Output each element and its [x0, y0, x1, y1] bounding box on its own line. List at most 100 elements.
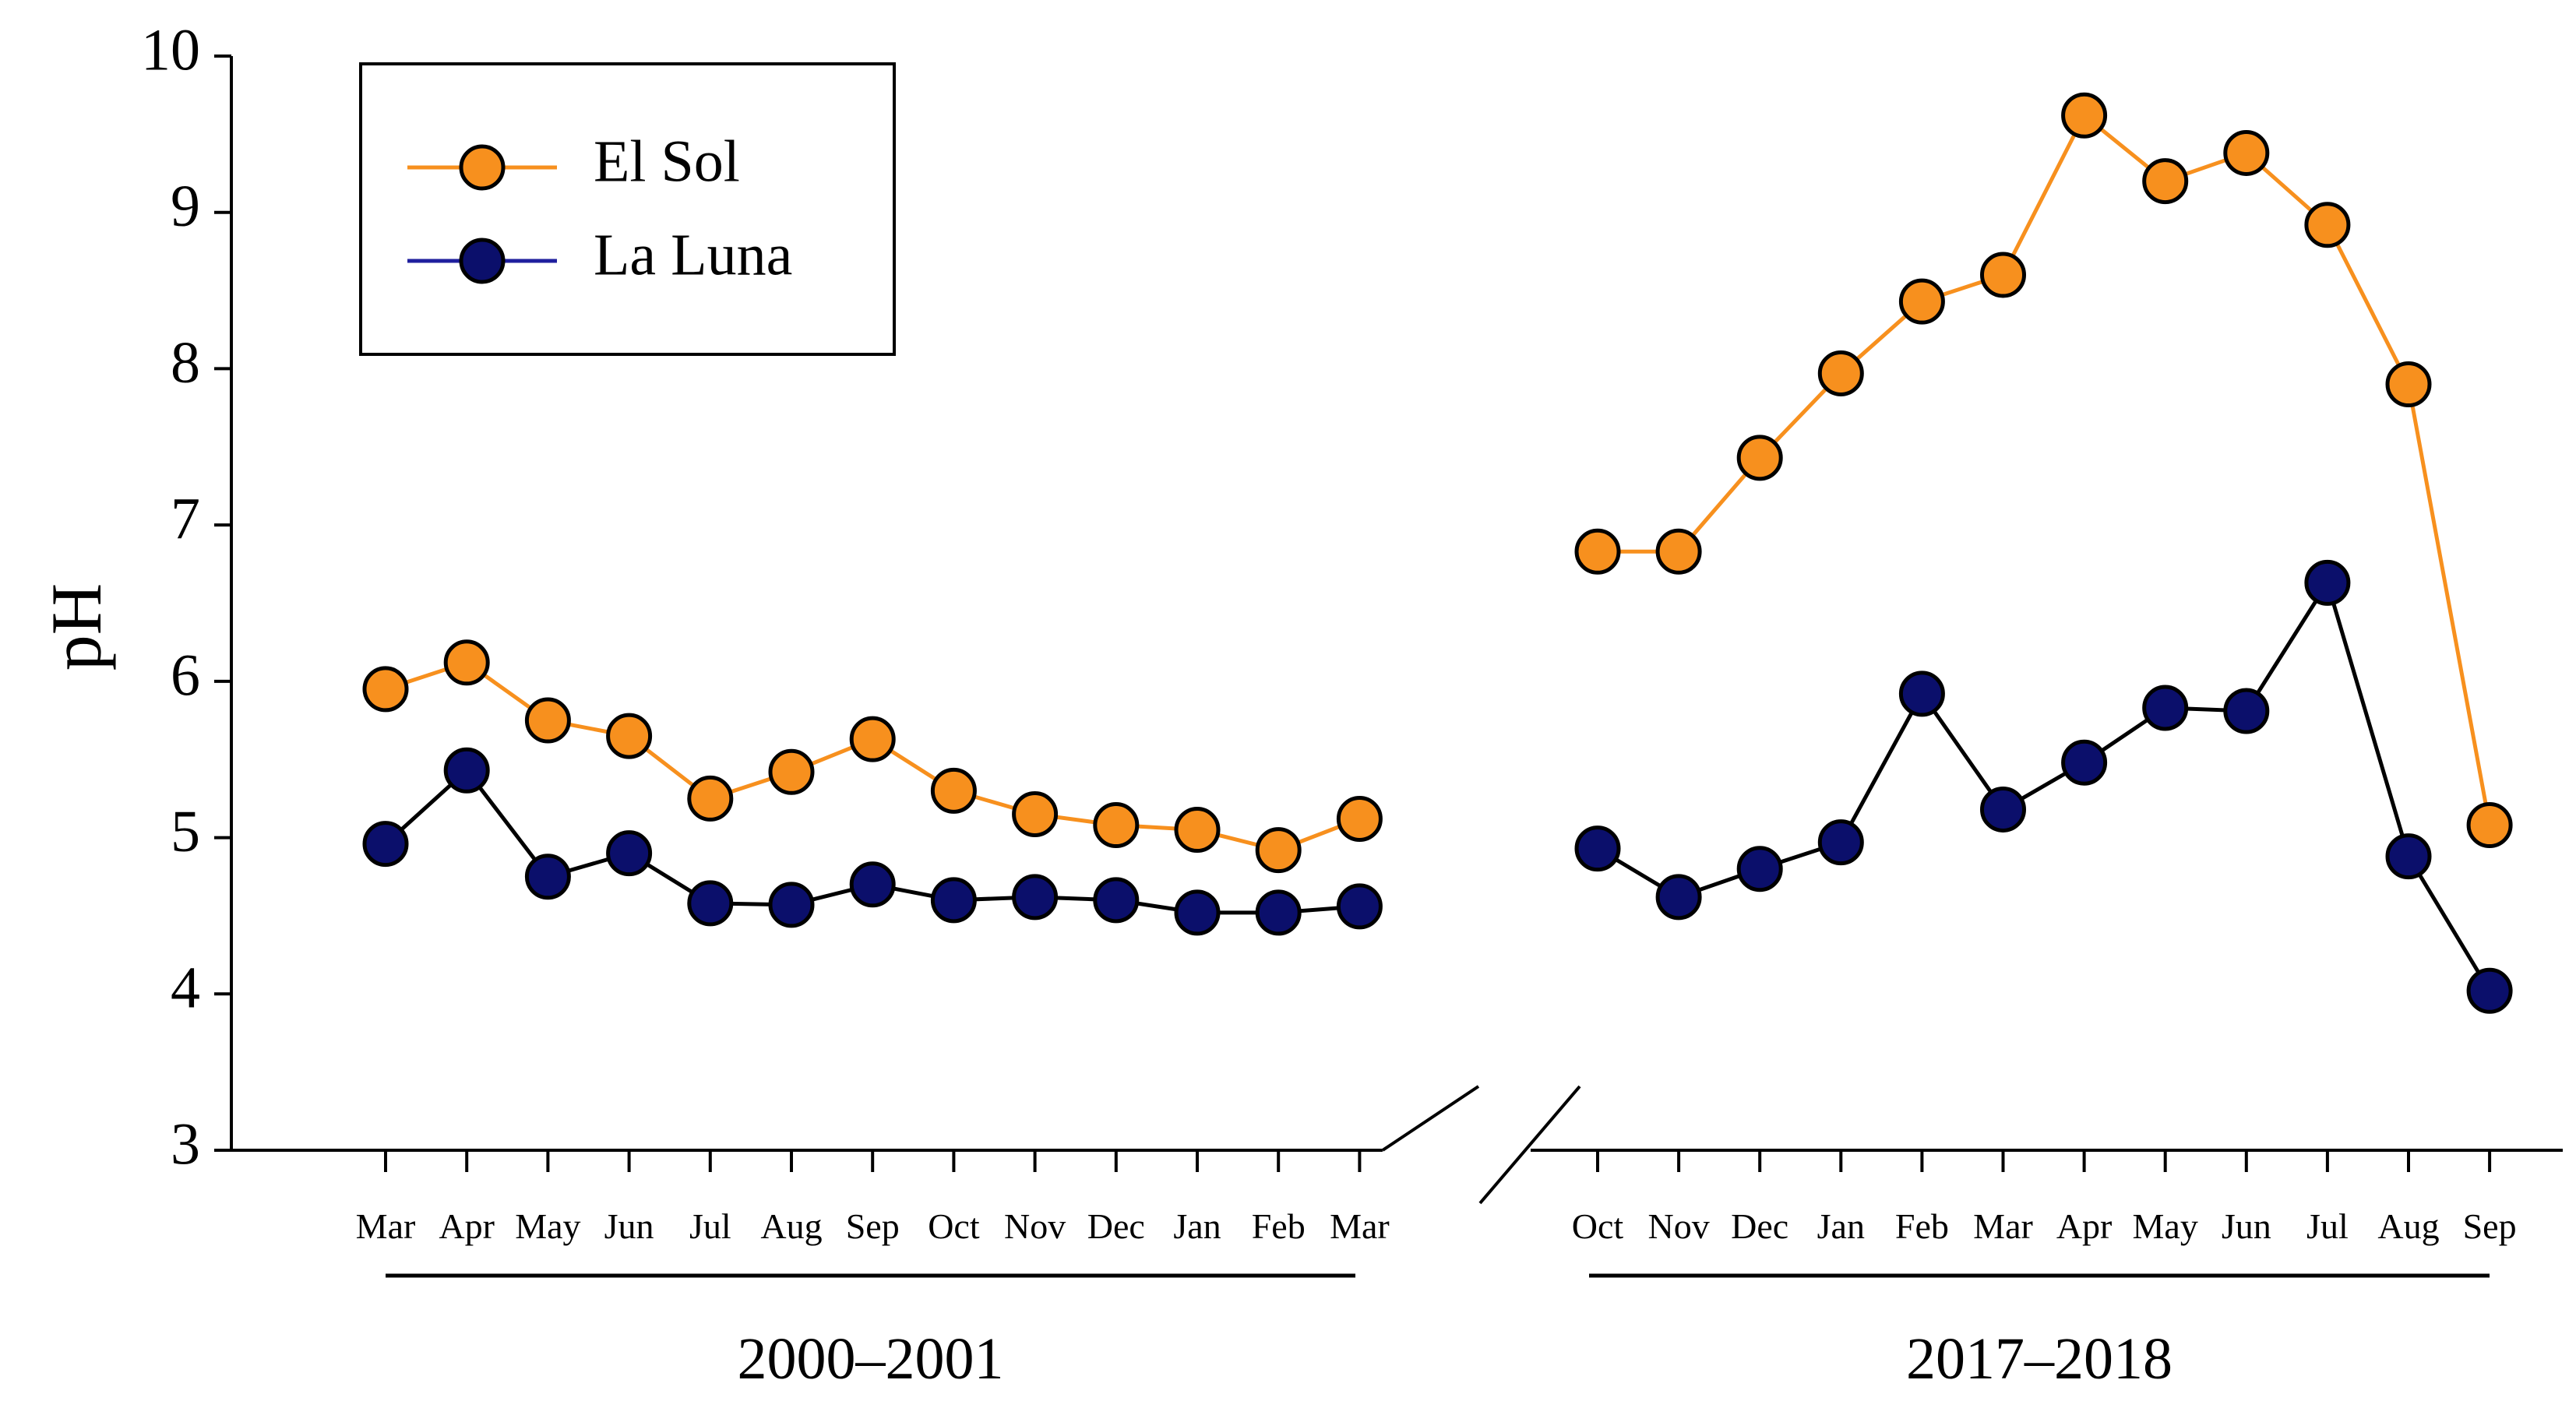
data-point [1093, 877, 1140, 924]
y-tick-label: 6 [171, 642, 200, 708]
data-point [1655, 528, 1702, 575]
data-point [2304, 202, 2351, 248]
x-tick-label: Nov [1647, 1206, 1709, 1246]
x-tick-label: Oct [928, 1206, 980, 1246]
data-point [1093, 802, 1140, 849]
group-label: 2017–2018 [1906, 1326, 2173, 1392]
axes: 3 4 5 6 7 8 9 10 [141, 17, 2563, 1205]
data-point [1174, 889, 1221, 936]
data-point [606, 713, 653, 759]
data-point [2385, 361, 2432, 407]
data-point [1980, 786, 2026, 833]
x-tick-label: May [515, 1206, 580, 1246]
y-tick-label: 3 [171, 1111, 200, 1177]
y-tick-label: 8 [171, 330, 200, 396]
x-tick-label: Sep [846, 1206, 900, 1246]
data-point [1817, 819, 1864, 866]
data-point [1255, 827, 1302, 874]
data-point [930, 877, 977, 924]
x-tick-label: Nov [1004, 1206, 1066, 1246]
legend-marker [459, 238, 506, 284]
legend-box [359, 62, 896, 356]
x-tick-label: Jan [1817, 1206, 1865, 1246]
x-tick-label: Jul [2306, 1206, 2349, 1246]
series-line [1598, 112, 2492, 825]
y-tick-label: 9 [171, 174, 200, 239]
group-label: 2000–2001 [738, 1326, 1004, 1392]
data-point [2061, 92, 2108, 139]
data-point [1574, 825, 1621, 872]
data-point [1655, 874, 1702, 921]
data-point [443, 747, 490, 794]
y-tick-label: 4 [171, 956, 200, 1021]
data-point [1574, 528, 1621, 575]
x-tick-label: Feb [1252, 1206, 1306, 1246]
data-point [524, 697, 571, 744]
data-point [930, 767, 977, 814]
x-tick-label: Mar [356, 1206, 416, 1246]
x-tick-label: Dec [1087, 1206, 1145, 1246]
data-point [362, 821, 409, 868]
y-tick-label: 7 [171, 487, 200, 552]
x-tick-label: Mar [1973, 1206, 2033, 1246]
data-point [2223, 129, 2270, 176]
legend-label: El Sol [594, 128, 740, 194]
data-point [362, 666, 409, 713]
x-tick-label: Feb [1895, 1206, 1949, 1246]
series-layer [362, 92, 2513, 1014]
y-tick-label: 10 [141, 17, 200, 83]
legend: El Sol La Luna [359, 62, 896, 356]
x-tick-label: Sep [2463, 1206, 2517, 1246]
data-point [1980, 252, 2026, 298]
x-tick-label: Jun [2222, 1206, 2271, 1246]
data-point [2466, 967, 2513, 1014]
data-point [1736, 435, 1783, 481]
x-tick-label: Dec [1731, 1206, 1788, 1246]
y-tick-label: 5 [171, 799, 200, 864]
axis-break-mark [1381, 1085, 1480, 1152]
data-point [1336, 883, 1383, 930]
data-point [2061, 739, 2108, 786]
data-point [1817, 350, 1864, 396]
data-point [687, 775, 734, 822]
legend-marker [459, 144, 506, 191]
data-point [1012, 790, 1059, 837]
data-point [768, 748, 815, 795]
data-point [2385, 833, 2432, 880]
data-point [849, 861, 896, 908]
data-point [1255, 889, 1302, 936]
data-point [2223, 688, 2270, 734]
data-point [524, 854, 571, 900]
data-point [2466, 802, 2513, 849]
x-tick-label: Apr [439, 1206, 495, 1246]
data-point [1336, 795, 1383, 842]
data-point [768, 882, 815, 928]
data-point [2142, 158, 2189, 205]
data-point [687, 880, 734, 927]
x-tick-label: Oct [1572, 1206, 1624, 1246]
x-tick-label: Aug [760, 1206, 822, 1246]
data-point [1736, 846, 1783, 892]
x-tick-label: Mar [1330, 1206, 1390, 1246]
series-line [1596, 578, 2492, 992]
data-point [2142, 685, 2189, 731]
data-point [1174, 807, 1221, 854]
group-labels: 2000–2001 2017–2018 [386, 1273, 2490, 1392]
data-point [1898, 278, 1945, 325]
x-tick-label: Jun [604, 1206, 654, 1246]
legend-label: La Luna [594, 222, 792, 287]
data-point [443, 639, 490, 686]
x-tick-label: Apr [2056, 1206, 2113, 1246]
data-point [2304, 559, 2351, 606]
x-tick-label: Aug [2377, 1206, 2439, 1246]
y-axis-label: pH [37, 583, 116, 671]
data-point [606, 830, 653, 877]
x-tick-label: Jan [1173, 1206, 1221, 1246]
data-point [849, 716, 896, 762]
data-point [1898, 671, 1945, 717]
x-tick-label: Jul [689, 1206, 731, 1246]
x-tick-label: May [2133, 1206, 2198, 1246]
axis-break-mark [1478, 1085, 1581, 1205]
